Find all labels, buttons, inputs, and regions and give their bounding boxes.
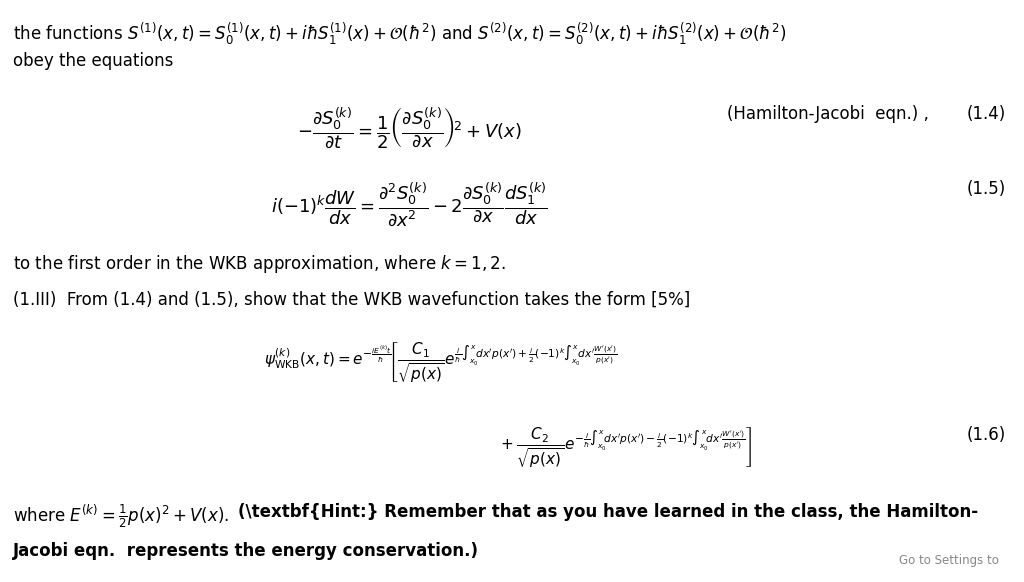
Text: (1.4): (1.4): [967, 105, 1006, 123]
Text: (1.III)  From (1.4) and (1.5), show that the WKB wavefunction takes the form [5%: (1.III) From (1.4) and (1.5), show that …: [13, 291, 690, 309]
Text: (1.6): (1.6): [967, 426, 1006, 444]
Text: (\textbf{Hint:} Remember that as you have learned in the class, the Hamilton-: (\textbf{Hint:} Remember that as you hav…: [238, 503, 978, 521]
Text: $\left.+\dfrac{C_2}{\sqrt{p(x)}}e^{-\frac{i}{\hbar}\int_{x_0}^{x}\!dx'p(x')-\fra: $\left.+\dfrac{C_2}{\sqrt{p(x)}}e^{-\fra…: [498, 426, 752, 470]
Text: $i(-1)^k\dfrac{dW}{dx} = \dfrac{\partial^2 S_0^{(k)}}{\partial x^2} - 2\dfrac{\p: $i(-1)^k\dfrac{dW}{dx} = \dfrac{\partial…: [271, 180, 548, 228]
Text: (1.5): (1.5): [967, 180, 1006, 198]
Text: $-\dfrac{\partial S_0^{(k)}}{\partial t} = \dfrac{1}{2}\left(\dfrac{\partial S_0: $-\dfrac{\partial S_0^{(k)}}{\partial t}…: [297, 105, 522, 150]
Text: (Hamilton-Jacobi  eqn.) ,: (Hamilton-Jacobi eqn.) ,: [727, 105, 929, 123]
Text: the functions $S^{(1)}(x,t) = S_0^{(1)}(x,t)+i\hbar S_1^{(1)}(x)+\mathcal{O}(\hb: the functions $S^{(1)}(x,t) = S_0^{(1)}(…: [13, 20, 786, 47]
Text: Go to Settings to: Go to Settings to: [899, 554, 999, 567]
Text: obey the equations: obey the equations: [13, 52, 174, 70]
Text: where $E^{(k)} = \frac{1}{2}p(x)^2+V(x)$.: where $E^{(k)} = \frac{1}{2}p(x)^2+V(x)$…: [13, 503, 229, 531]
Text: to the first order in the WKB approximation, where $k = 1, 2$.: to the first order in the WKB approximat…: [13, 253, 506, 275]
Text: $\psi_{\mathrm{WKB}}^{(k)}(x,t) =e^{-\frac{iE^{(k)}t}{\hbar}}\!\left[\dfrac{C_1}: $\psi_{\mathrm{WKB}}^{(k)}(x,t) =e^{-\fr…: [263, 340, 617, 385]
Text: Jacobi eqn.  represents the energy conservation.): Jacobi eqn. represents the energy conser…: [13, 542, 479, 560]
